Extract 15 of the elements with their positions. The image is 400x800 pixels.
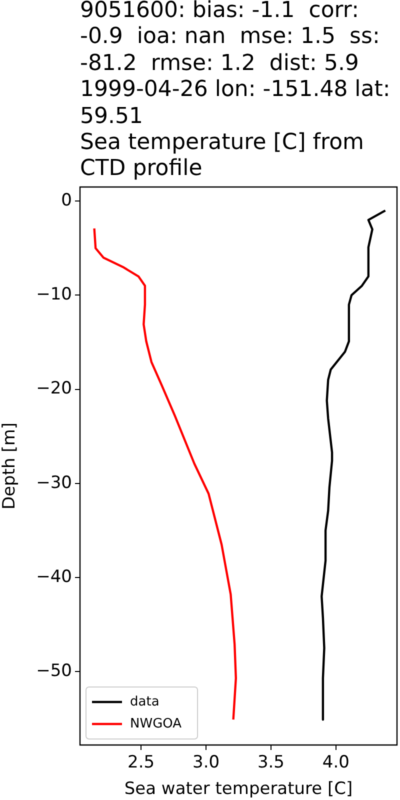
y-axis-title: Depth [m] xyxy=(0,422,20,510)
y-tick-label: −50 xyxy=(36,661,72,682)
y-tick-label: −30 xyxy=(36,472,72,493)
y-tick-label: −20 xyxy=(36,378,72,399)
x-tick-label: 3.5 xyxy=(257,752,285,773)
legend-label: NWGOA xyxy=(130,716,182,732)
y-tick-label: −10 xyxy=(36,284,72,305)
y-tick-label: −40 xyxy=(36,566,72,587)
y-tick-label: 0 xyxy=(61,190,72,211)
x-tick-label: 3.0 xyxy=(192,752,220,773)
x-tick-label: 4.0 xyxy=(322,752,350,773)
x-axis-title: Sea water temperature [C] xyxy=(124,779,353,800)
x-tick-label: 2.5 xyxy=(128,752,155,773)
chart-title: 9051600: bias: -1.1 corr: -0.9 ioa: nan mse: 1.5 ss: -81.2 rmse: 1.2 dist: 5.9 1999-04-26 lon: -151.48 lat: 59.51 Sea temperature [C] from CTD profile xyxy=(80,0,390,183)
legend-label: data xyxy=(130,694,160,710)
